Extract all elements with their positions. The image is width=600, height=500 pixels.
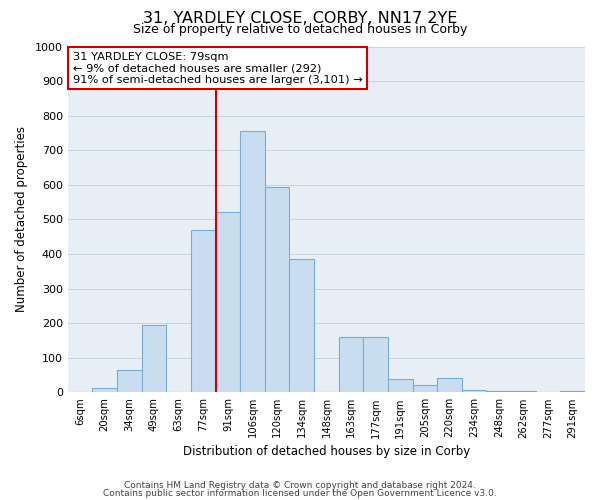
Bar bbox=[437, 378, 462, 392]
Bar bbox=[289, 259, 314, 392]
Text: Size of property relative to detached houses in Corby: Size of property relative to detached ho… bbox=[133, 22, 467, 36]
Bar bbox=[92, 388, 117, 392]
Bar bbox=[364, 337, 388, 392]
Bar bbox=[560, 390, 585, 392]
Text: 31 YARDLEY CLOSE: 79sqm
← 9% of detached houses are smaller (292)
91% of semi-de: 31 YARDLEY CLOSE: 79sqm ← 9% of detached… bbox=[73, 52, 362, 85]
Bar bbox=[462, 390, 487, 392]
Text: Contains HM Land Registry data © Crown copyright and database right 2024.: Contains HM Land Registry data © Crown c… bbox=[124, 481, 476, 490]
Bar bbox=[240, 131, 265, 392]
Text: Contains public sector information licensed under the Open Government Licence v3: Contains public sector information licen… bbox=[103, 488, 497, 498]
Bar bbox=[413, 384, 437, 392]
Y-axis label: Number of detached properties: Number of detached properties bbox=[15, 126, 28, 312]
Bar bbox=[487, 390, 511, 392]
Bar bbox=[511, 390, 536, 392]
Bar bbox=[339, 337, 364, 392]
X-axis label: Distribution of detached houses by size in Corby: Distribution of detached houses by size … bbox=[183, 444, 470, 458]
Bar bbox=[388, 379, 413, 392]
Bar bbox=[265, 186, 289, 392]
Bar bbox=[215, 212, 240, 392]
Bar bbox=[142, 325, 166, 392]
Text: 31, YARDLEY CLOSE, CORBY, NN17 2YE: 31, YARDLEY CLOSE, CORBY, NN17 2YE bbox=[143, 11, 457, 26]
Bar bbox=[191, 230, 215, 392]
Bar bbox=[117, 370, 142, 392]
